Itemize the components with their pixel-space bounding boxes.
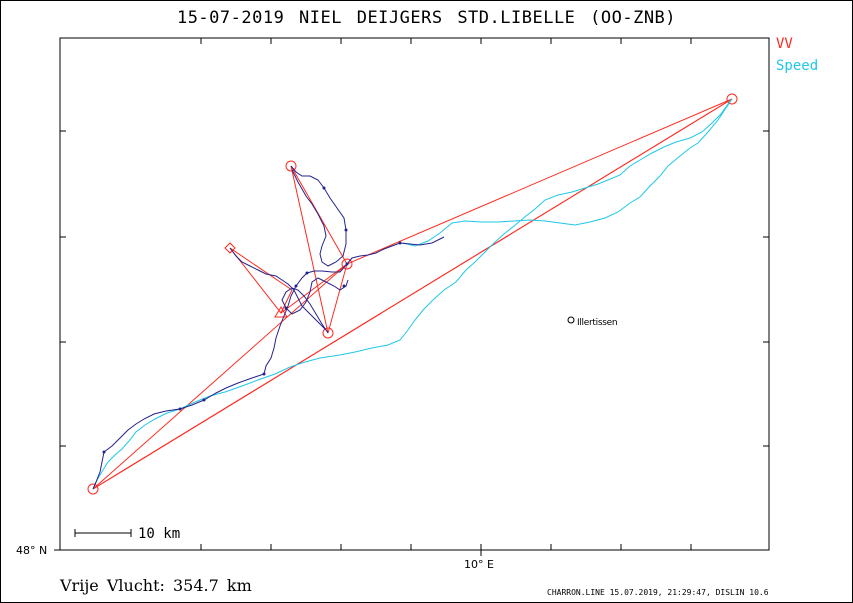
footer-text: CHARRON.LINE 15.07.2019, 21:29:47, DISLI… (547, 588, 769, 597)
scale-bar (74, 529, 132, 537)
axis-ticks (54, 38, 769, 556)
scale-bar-label: 10 km (138, 526, 181, 542)
turnpoint-start (87, 483, 99, 495)
turnpoint-diamond (224, 242, 236, 254)
turnpoint-triangle (274, 306, 288, 318)
vv-task-lines (92, 98, 733, 490)
turnpoints (87, 93, 738, 495)
map-title: 15-07-2019 NIEL DEIJGERS STD.LIBELLE (OO… (176, 8, 677, 28)
turnpoint-mid (341, 258, 353, 270)
town-label: Illertissen (577, 318, 618, 328)
longitude-label: 10° E (464, 558, 494, 571)
latitude-label: 48° N (16, 544, 48, 557)
distance-text: Vrije Vlucht: 354.7 km (60, 576, 252, 595)
flight-track (92, 236, 445, 490)
legend-speed: Speed (776, 58, 819, 74)
flight-track-loops (290, 165, 347, 267)
plot-area (59, 37, 770, 551)
speed-track (92, 98, 733, 490)
flight-track-west (229, 247, 349, 334)
turnpoint-east (726, 93, 738, 105)
legend-vv: VV (776, 36, 793, 52)
turnpoint-south (322, 327, 334, 339)
town-marker (567, 316, 575, 324)
track-fixes (102, 186, 402, 454)
turnpoint-north (285, 160, 297, 172)
